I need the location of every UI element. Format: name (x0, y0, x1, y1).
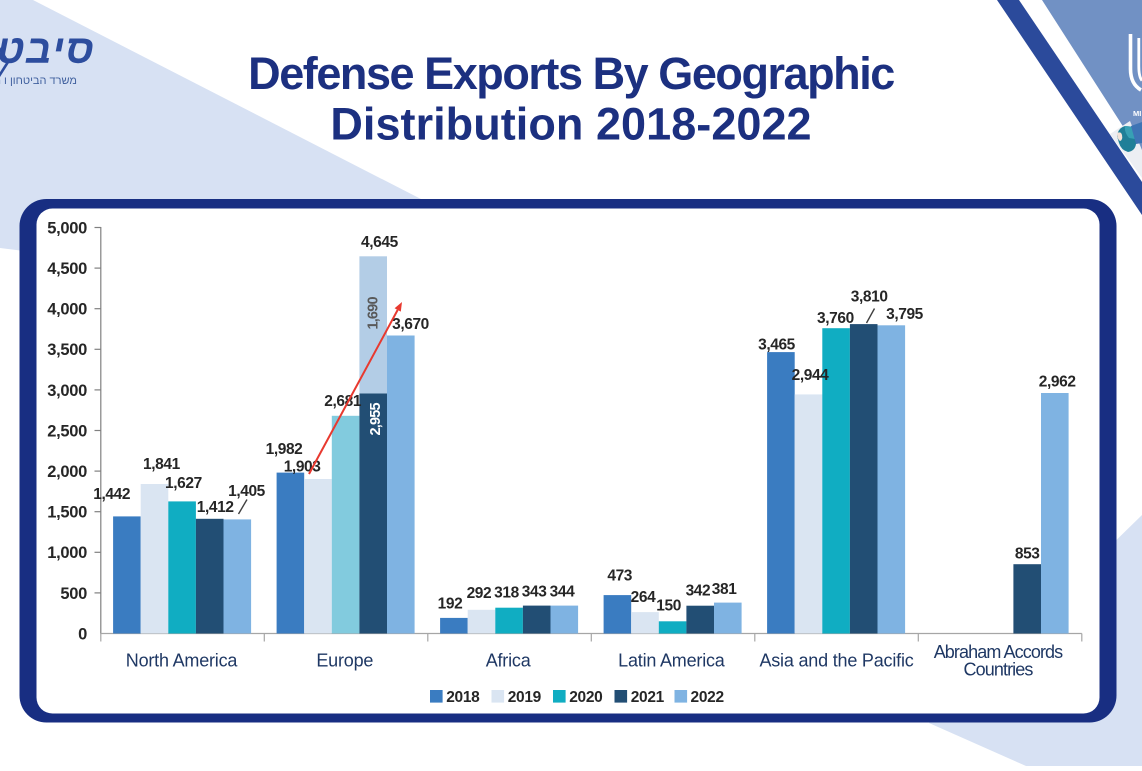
svg-text:473: 473 (607, 568, 632, 585)
svg-text:4,645: 4,645 (361, 234, 399, 251)
svg-text:500: 500 (60, 585, 87, 603)
svg-text:292: 292 (467, 585, 492, 602)
svg-text:1,627: 1,627 (165, 475, 202, 492)
svg-text:5,000: 5,000 (47, 219, 87, 237)
svg-text:3,760: 3,760 (817, 310, 854, 327)
svg-text:150: 150 (656, 598, 681, 615)
svg-text:2019: 2019 (508, 689, 542, 706)
svg-text:344: 344 (550, 584, 575, 601)
svg-text:2020: 2020 (569, 689, 602, 706)
svg-text:1,442: 1,442 (93, 486, 130, 503)
svg-text:2022: 2022 (691, 689, 724, 706)
svg-text:Latin America: Latin America (618, 651, 726, 671)
svg-text:MI: MI (1133, 109, 1141, 118)
svg-text:2021: 2021 (631, 689, 665, 706)
svg-text:3,000: 3,000 (47, 382, 87, 400)
svg-text:סיבט: סיבט (0, 28, 95, 72)
svg-text:2,955: 2,955 (368, 402, 384, 435)
svg-text:1,000: 1,000 (47, 544, 87, 562)
svg-text:1,841: 1,841 (143, 456, 181, 473)
svg-text:4,000: 4,000 (47, 301, 87, 319)
svg-text:3,670: 3,670 (392, 316, 429, 333)
svg-text:Defense Exports By Geographic: Defense Exports By Geographic (248, 48, 894, 99)
svg-text:2,962: 2,962 (1039, 374, 1076, 391)
svg-text:192: 192 (438, 596, 463, 613)
svg-text:משרד הביטחון ו ה: משרד הביטחון ו ה (0, 75, 77, 87)
svg-text:Countries: Countries (964, 660, 1034, 680)
svg-text:Asia and the Pacific: Asia and the Pacific (759, 651, 913, 671)
svg-text:0: 0 (78, 625, 87, 643)
svg-text:343: 343 (522, 584, 547, 601)
svg-text:2,000: 2,000 (47, 463, 87, 481)
svg-text:4,500: 4,500 (47, 260, 87, 278)
svg-text:Distribution 2018-2022: Distribution 2018-2022 (330, 99, 811, 150)
svg-text:2,681: 2,681 (324, 393, 362, 410)
svg-text:Abraham Accords: Abraham Accords (934, 642, 1063, 662)
svg-text:Europe: Europe (316, 651, 373, 671)
svg-text:1,412: 1,412 (197, 499, 234, 516)
svg-text:3,795: 3,795 (886, 306, 924, 323)
svg-text:853: 853 (1015, 545, 1040, 562)
svg-text:North America: North America (126, 651, 239, 671)
svg-text:1,405: 1,405 (228, 483, 266, 500)
svg-text:381: 381 (712, 581, 737, 598)
svg-text:2018: 2018 (446, 689, 480, 706)
svg-text:2,944: 2,944 (792, 367, 830, 384)
svg-text:342: 342 (686, 582, 711, 599)
svg-text:1,903: 1,903 (284, 459, 322, 476)
svg-text:3,810: 3,810 (851, 289, 888, 306)
svg-text:2,500: 2,500 (47, 422, 87, 440)
svg-text:Africa: Africa (486, 651, 532, 671)
svg-text:1,690: 1,690 (366, 297, 382, 330)
svg-text:3,500: 3,500 (47, 341, 87, 359)
svg-text:1,500: 1,500 (47, 504, 87, 522)
svg-text:1,982: 1,982 (266, 441, 303, 458)
svg-text:264: 264 (631, 589, 656, 606)
svg-text:3,465: 3,465 (758, 336, 796, 353)
svg-text:318: 318 (494, 584, 519, 601)
